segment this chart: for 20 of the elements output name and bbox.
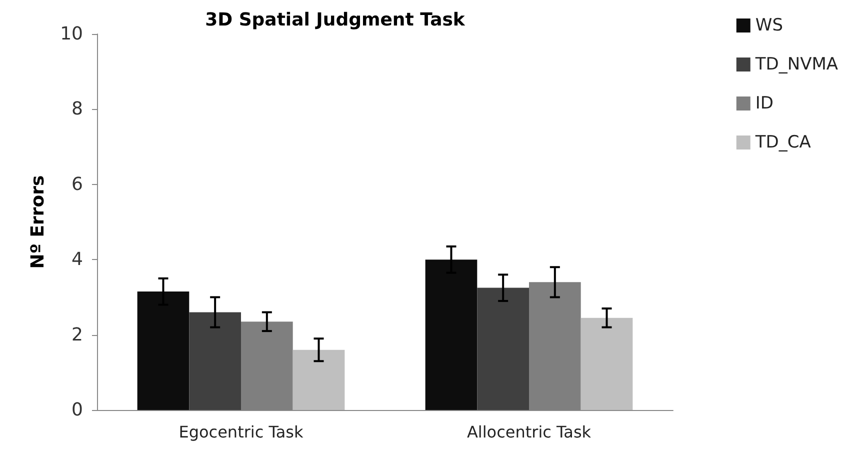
legend-label: TD_CA — [754, 132, 812, 152]
bar — [189, 312, 241, 410]
y-tick-label: 4 — [72, 249, 83, 270]
y-tick-label: 6 — [72, 174, 83, 195]
chart-title: 3D Spatial Judgment Task — [205, 10, 466, 30]
y-tick-label: 8 — [72, 98, 83, 120]
bar — [425, 260, 478, 410]
legend-label: TD_NVMA — [754, 54, 838, 74]
bar — [580, 318, 633, 410]
legend-label: WS — [755, 16, 783, 36]
y-tick-label: 2 — [72, 324, 83, 346]
y-tick-label: 10 — [60, 24, 83, 44]
bar — [477, 288, 529, 410]
x-tick-label: Allocentric Task — [466, 422, 592, 442]
y-axis-title: Nº Errors — [28, 175, 48, 269]
y-tick-label: 0 — [72, 400, 83, 420]
legend-label: ID — [755, 94, 774, 114]
bar — [137, 292, 190, 410]
x-tick-label: Egocentric Task — [178, 422, 304, 442]
bar — [292, 350, 345, 410]
